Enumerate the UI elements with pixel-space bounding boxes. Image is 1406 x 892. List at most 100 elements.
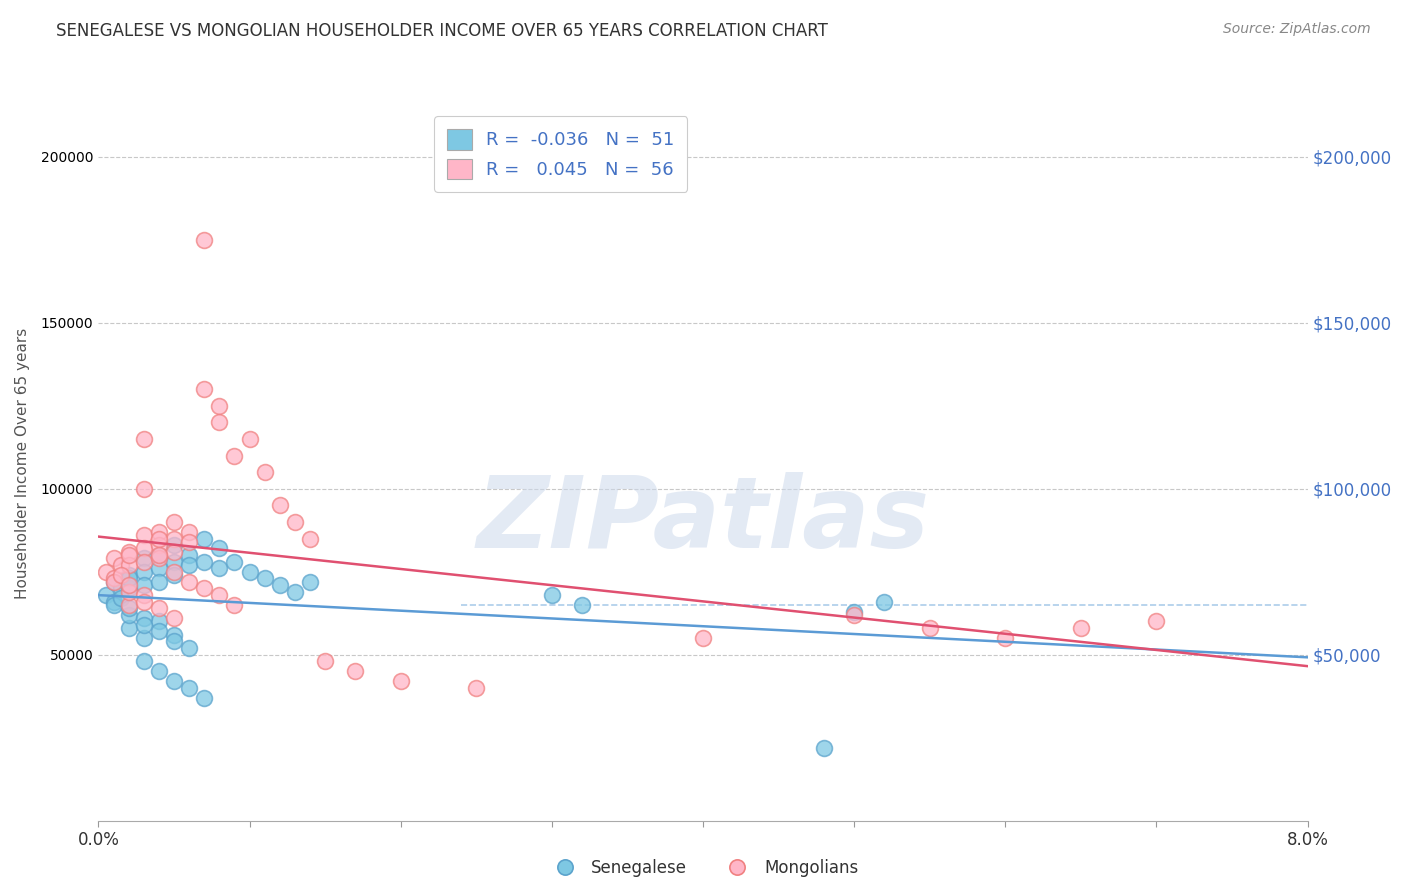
- Point: [148, 538, 170, 552]
- Point: [163, 568, 186, 582]
- Y-axis label: Householder Income Over 65 years: Householder Income Over 65 years: [15, 328, 30, 599]
- Point: [918, 621, 941, 635]
- Point: [148, 624, 170, 639]
- Point: [132, 555, 155, 569]
- Point: [132, 565, 155, 579]
- Point: [179, 574, 201, 589]
- Point: [465, 681, 488, 695]
- Point: [239, 565, 262, 579]
- Point: [193, 690, 215, 705]
- Point: [284, 584, 307, 599]
- Point: [148, 548, 170, 562]
- Point: [692, 631, 714, 645]
- Point: [994, 631, 1017, 645]
- Point: [179, 681, 201, 695]
- Point: [163, 628, 186, 642]
- Point: [110, 591, 132, 606]
- Point: [873, 594, 896, 608]
- Point: [118, 582, 141, 596]
- Point: [163, 674, 186, 689]
- Point: [269, 499, 291, 513]
- Point: [103, 574, 125, 589]
- Point: [110, 582, 132, 596]
- Point: [118, 548, 141, 562]
- Point: [208, 399, 231, 413]
- Point: [148, 551, 170, 566]
- Point: [813, 740, 835, 755]
- Text: ZIPatlas: ZIPatlas: [477, 473, 929, 569]
- Point: [1146, 615, 1168, 629]
- Point: [118, 578, 141, 592]
- Point: [1070, 621, 1092, 635]
- Point: [193, 382, 215, 396]
- Point: [844, 605, 866, 619]
- Point: [269, 578, 291, 592]
- Point: [193, 532, 215, 546]
- Point: [132, 578, 155, 592]
- Point: [132, 528, 155, 542]
- Point: [344, 665, 367, 679]
- Point: [208, 561, 231, 575]
- Point: [163, 538, 186, 552]
- Point: [103, 551, 125, 566]
- Point: [118, 558, 141, 572]
- Point: [148, 524, 170, 539]
- Point: [299, 532, 322, 546]
- Point: [314, 654, 336, 668]
- Point: [239, 432, 262, 446]
- Point: [193, 582, 215, 596]
- Point: [148, 548, 170, 562]
- Point: [118, 568, 141, 582]
- Point: [118, 607, 141, 622]
- Point: [118, 601, 141, 615]
- Point: [118, 621, 141, 635]
- Point: [103, 571, 125, 585]
- Point: [132, 432, 155, 446]
- Point: [208, 415, 231, 429]
- Point: [224, 598, 246, 612]
- Point: [103, 598, 125, 612]
- Point: [132, 611, 155, 625]
- Point: [389, 674, 412, 689]
- Point: [132, 594, 155, 608]
- Point: [132, 617, 155, 632]
- Point: [541, 588, 564, 602]
- Point: [148, 532, 170, 546]
- Point: [253, 465, 276, 479]
- Point: [299, 574, 322, 589]
- Point: [132, 588, 155, 602]
- Point: [179, 641, 201, 656]
- Point: [118, 598, 141, 612]
- Point: [118, 545, 141, 559]
- Point: [132, 631, 155, 645]
- Point: [148, 615, 170, 629]
- Point: [224, 449, 246, 463]
- Point: [163, 555, 186, 569]
- Point: [163, 515, 186, 529]
- Point: [253, 571, 276, 585]
- Point: [103, 574, 125, 589]
- Point: [94, 588, 117, 602]
- Point: [148, 665, 170, 679]
- Text: Source: ZipAtlas.com: Source: ZipAtlas.com: [1223, 22, 1371, 37]
- Point: [179, 548, 201, 562]
- Text: SENEGALESE VS MONGOLIAN HOUSEHOLDER INCOME OVER 65 YEARS CORRELATION CHART: SENEGALESE VS MONGOLIAN HOUSEHOLDER INCO…: [56, 22, 828, 40]
- Point: [118, 584, 141, 599]
- Point: [284, 515, 307, 529]
- Point: [208, 588, 231, 602]
- Point: [110, 568, 132, 582]
- Point: [163, 545, 186, 559]
- Point: [163, 565, 186, 579]
- Point: [148, 561, 170, 575]
- Legend: Senegalese, Mongolians: Senegalese, Mongolians: [541, 853, 865, 884]
- Point: [94, 565, 117, 579]
- Point: [163, 634, 186, 648]
- Point: [844, 607, 866, 622]
- Point: [179, 534, 201, 549]
- Point: [132, 482, 155, 496]
- Point: [110, 558, 132, 572]
- Point: [118, 571, 141, 585]
- Point: [103, 594, 125, 608]
- Point: [193, 233, 215, 247]
- Point: [148, 601, 170, 615]
